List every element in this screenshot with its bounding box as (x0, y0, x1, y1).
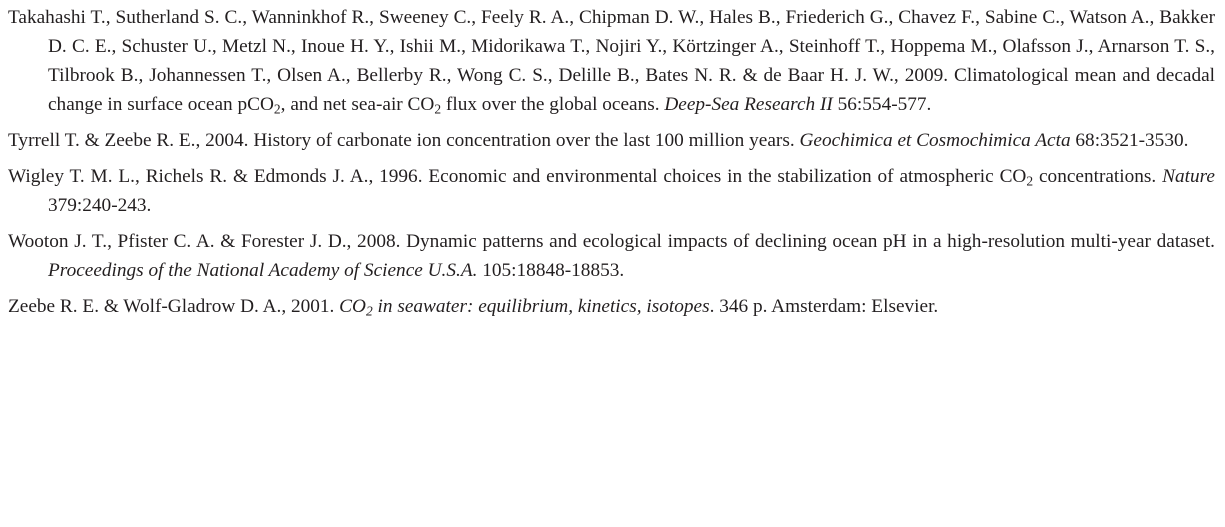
text: Wigley T. M. L., Richels R. & Edmonds J.… (8, 166, 1027, 187)
text-italic: Geochimica et Cosmochimica Acta (799, 130, 1071, 151)
text-sub: 2 (434, 101, 442, 117)
text: 379:240-243. (48, 195, 152, 216)
reference: Wooton J. T., Pfister C. A. & Forester J… (8, 227, 1215, 285)
text-sub: 2 (1026, 173, 1034, 189)
reference: Zeebe R. E. & Wolf-Gladrow D. A., 2001. … (8, 292, 1215, 321)
reference-list: Takahashi T., Sutherland S. C., Wanninkh… (8, 3, 1215, 321)
text: Zeebe R. E. & Wolf-Gladrow D. A., 2001. (8, 296, 340, 317)
text: 105:18848-18853. (477, 260, 625, 281)
text-italic: Nature (1162, 166, 1215, 187)
text: flux over the global oceans. (441, 94, 665, 115)
text-italic: in seawater: equilibrium, kinetics, isot… (372, 296, 710, 317)
text-italic: Deep-Sea Research II (664, 94, 833, 115)
text: Takahashi T., Sutherland S. C., Wanninkh… (8, 7, 1215, 115)
reference: Tyrrell T. & Zeebe R. E., 2004. History … (8, 126, 1215, 155)
reference: Wigley T. M. L., Richels R. & Edmonds J.… (8, 162, 1215, 220)
text-italic: Proceedings of the National Academy of S… (48, 260, 478, 281)
text: Tyrrell T. & Zeebe R. E., 2004. History … (8, 130, 800, 151)
text: , and net sea-air CO (280, 94, 435, 115)
text: concentrations. (1033, 166, 1163, 187)
text: Wooton J. T., Pfister C. A. & Forester J… (8, 231, 1215, 252)
text: 68:3521-3530. (1070, 130, 1189, 151)
text-sub: 2 (273, 101, 281, 117)
reference: Takahashi T., Sutherland S. C., Wanninkh… (8, 3, 1215, 119)
text: . 346 p. Amsterdam: Elsevier. (709, 296, 939, 317)
text: 56:554-577. (832, 94, 932, 115)
text-italic-sub: 2 (365, 303, 373, 319)
text-italic: CO (339, 296, 366, 317)
